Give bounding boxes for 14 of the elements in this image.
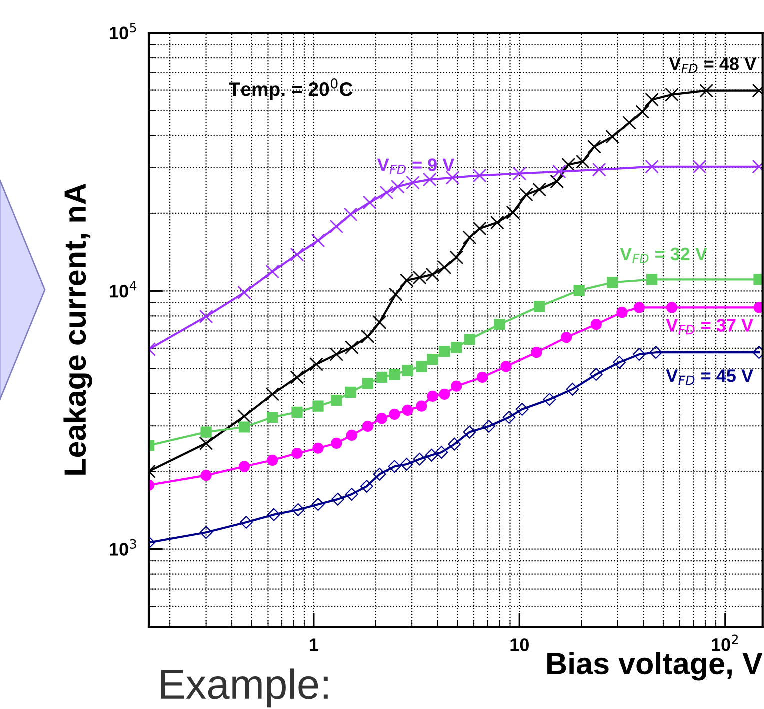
y-tick-label: 10$^{3}$ (110, 539, 136, 556)
annotation: Temp. = 20$^{0}$C (229, 78, 353, 100)
x-tick-label: 10 (510, 638, 529, 652)
series-label: V$_{FD}$ = 37 V (666, 319, 754, 335)
y-tick-label: 10$^{5}$ (110, 23, 136, 40)
x-tick-label: 1 (310, 638, 318, 652)
series-label: V$_{FD}$ = 9 V (377, 158, 455, 174)
x-axis-title: Bias voltage, V (548, 652, 763, 681)
y-axis-title: Leakage current, nA (64, 184, 92, 475)
text: Example: (161, 668, 328, 708)
series-label: V$_{FD}$ = 45 V (666, 370, 754, 386)
x-tick-label: 10$^{2}$ (712, 634, 738, 652)
y-tick-label: 10$^{4}$ (110, 281, 137, 298)
series-label: V$_{FD}$ = 32 V (620, 248, 708, 264)
